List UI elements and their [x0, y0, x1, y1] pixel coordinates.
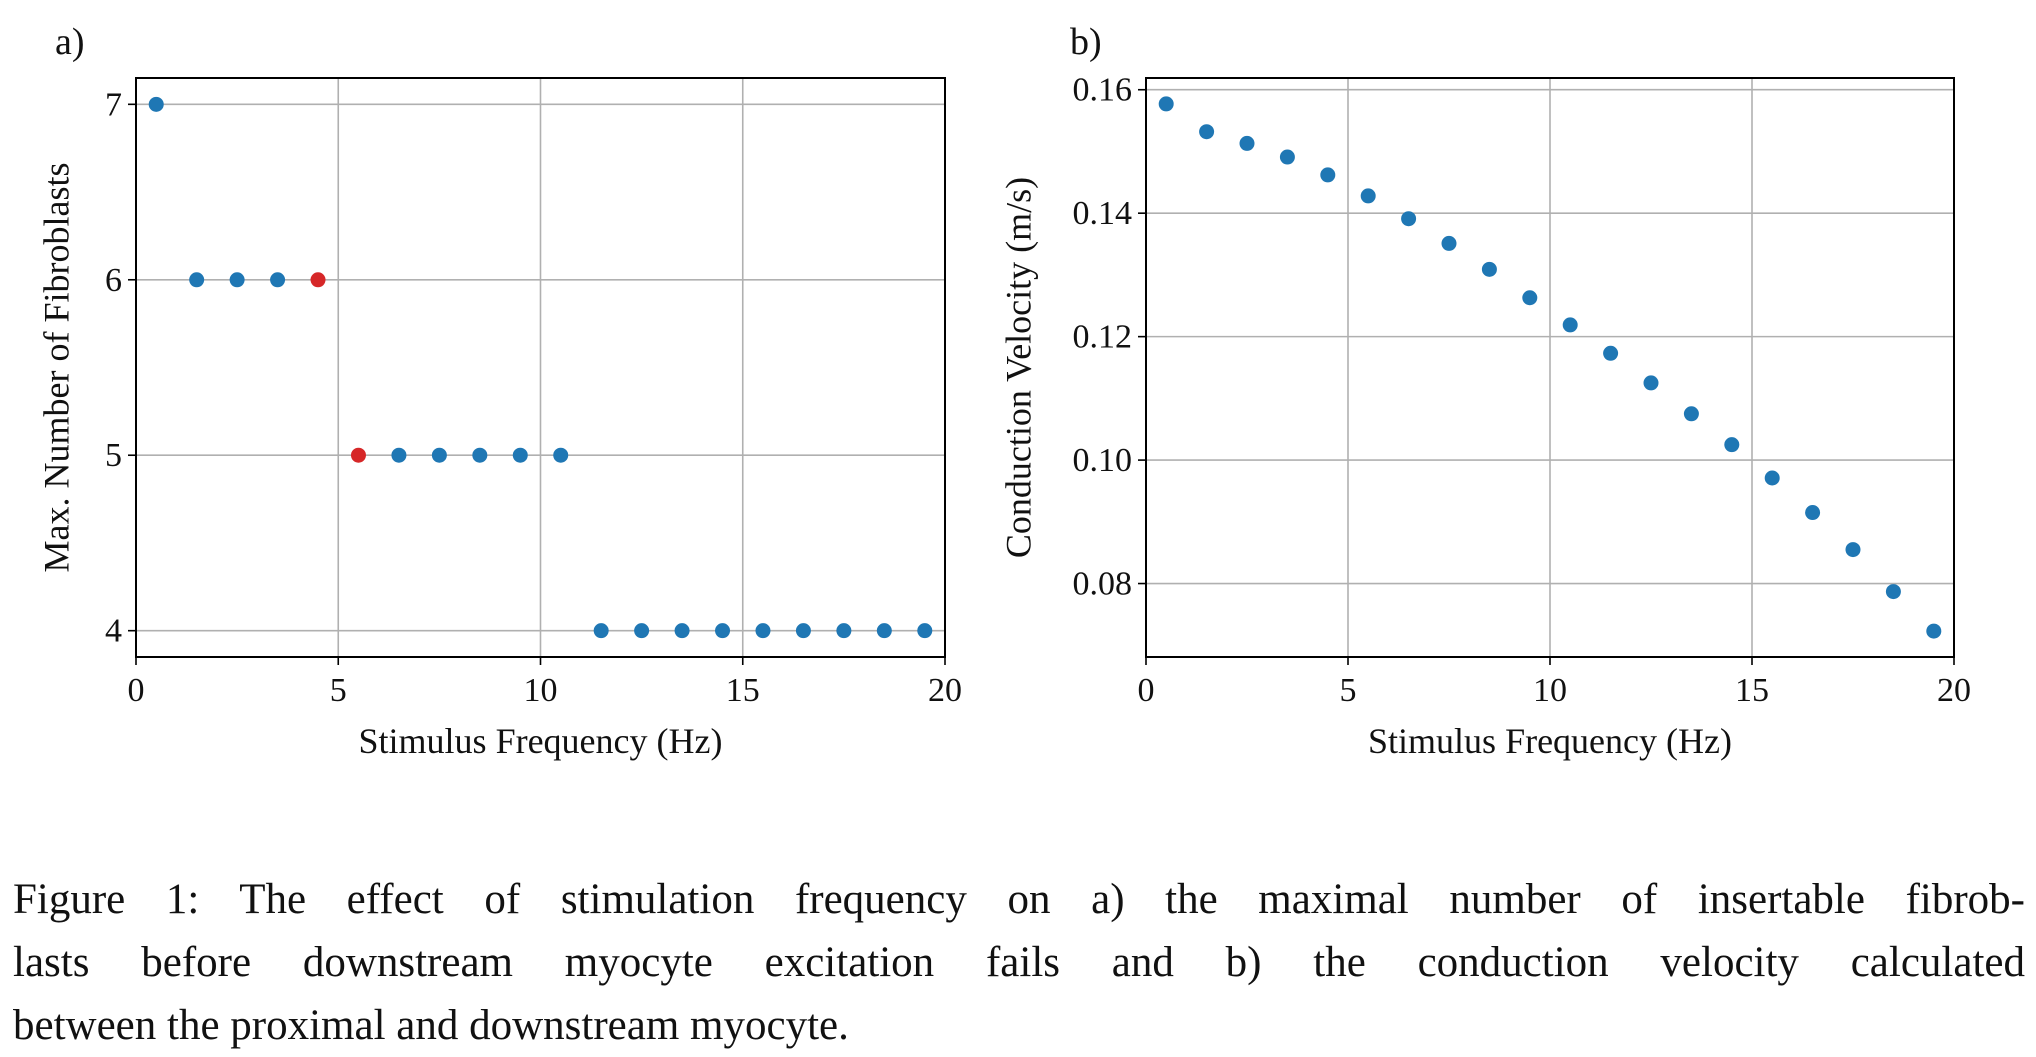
- y-tick-label: 0.08: [1073, 566, 1133, 603]
- data-point: [1522, 290, 1538, 306]
- data-point: [1926, 623, 1942, 639]
- x-tick-label: 5: [330, 672, 347, 709]
- y-axis-label: Conduction Velocity (m/s): [998, 177, 1038, 558]
- x-tick-label: 20: [1937, 672, 1971, 709]
- data-point: [1764, 470, 1780, 486]
- data-point: [553, 447, 569, 463]
- y-tick-label: 4: [105, 613, 122, 650]
- data-point: [1643, 375, 1659, 391]
- x-tick-label: 0: [1138, 672, 1155, 709]
- data-point: [1158, 96, 1174, 112]
- data-point: [1320, 167, 1336, 183]
- data-point: [229, 272, 245, 288]
- x-axis-label: Stimulus Frequency (Hz): [359, 721, 723, 761]
- figure-caption: Figure 1: The effect of stimulation freq…: [13, 868, 2025, 1057]
- data-point: [634, 623, 650, 639]
- data-point: [1683, 406, 1699, 422]
- data-point: [876, 623, 892, 639]
- highlighted-data-point: [310, 272, 326, 288]
- data-point: [1279, 149, 1295, 165]
- data-point: [795, 623, 811, 639]
- y-tick-label: 5: [105, 437, 122, 474]
- highlighted-data-point: [350, 447, 366, 463]
- data-point: [1199, 124, 1215, 140]
- data-point: [1885, 584, 1901, 600]
- data-point: [1441, 235, 1457, 251]
- x-axis-label: Stimulus Frequency (Hz): [1368, 721, 1732, 761]
- data-point: [1239, 135, 1255, 151]
- data-point: [1401, 211, 1417, 227]
- data-point: [1360, 188, 1376, 204]
- data-point: [472, 447, 488, 463]
- data-point: [512, 447, 528, 463]
- data-point: [431, 447, 447, 463]
- y-tick-label: 0.16: [1073, 72, 1133, 109]
- x-tick-label: 10: [1533, 672, 1567, 709]
- data-point: [836, 623, 852, 639]
- y-tick-label: 0.14: [1073, 195, 1133, 232]
- chart-panel-b: 0 5 10 15 20 0.08 0.10 0.12 0.14 0.16 Stimulus Fre…: [998, 21, 1971, 761]
- x-tick-label: 15: [726, 672, 760, 709]
- x-tick-label: 10: [524, 672, 558, 709]
- x-tick-label: 0: [128, 672, 145, 709]
- data-point: [1562, 317, 1578, 333]
- panel-label: a): [55, 21, 85, 63]
- data-point: [1603, 345, 1619, 361]
- y-tick-label: 0.10: [1073, 442, 1133, 479]
- caption-line-1: Figure 1: The effect of stimulation freq…: [13, 876, 2025, 923]
- data-point: [270, 272, 286, 288]
- chart-panel-a: 0 5 10 15 20 4 5 6 7 Stimulus Frequency (Hz) Max. …: [36, 21, 962, 761]
- caption-line-2: lasts before downstream myocyte excitati…: [13, 939, 2025, 986]
- panel-label: b): [1070, 21, 1102, 63]
- data-point: [917, 623, 933, 639]
- data-point: [1805, 505, 1821, 521]
- x-tick-label: 15: [1735, 672, 1769, 709]
- x-tick-label: 5: [1340, 672, 1357, 709]
- axes-frame: [1145, 77, 1955, 658]
- axes-frame: [135, 77, 946, 658]
- data-point: [755, 623, 771, 639]
- data-point: [391, 447, 407, 463]
- y-tick-label: 0.12: [1073, 319, 1133, 356]
- data-point: [189, 272, 205, 288]
- data-point: [148, 96, 164, 112]
- x-tick-label: 20: [928, 672, 962, 709]
- y-axis-label: Max. Number of Fibroblasts: [36, 163, 76, 573]
- data-point: [1481, 261, 1497, 277]
- y-tick-label: 7: [105, 86, 122, 123]
- data-point: [1845, 542, 1861, 558]
- data-point: [1724, 437, 1740, 453]
- data-point: [674, 623, 690, 639]
- y-tick-label: 6: [105, 262, 122, 299]
- data-point: [593, 623, 609, 639]
- data-point: [715, 623, 731, 639]
- caption-line-3: between the proximal and downstream myoc…: [13, 1002, 849, 1049]
